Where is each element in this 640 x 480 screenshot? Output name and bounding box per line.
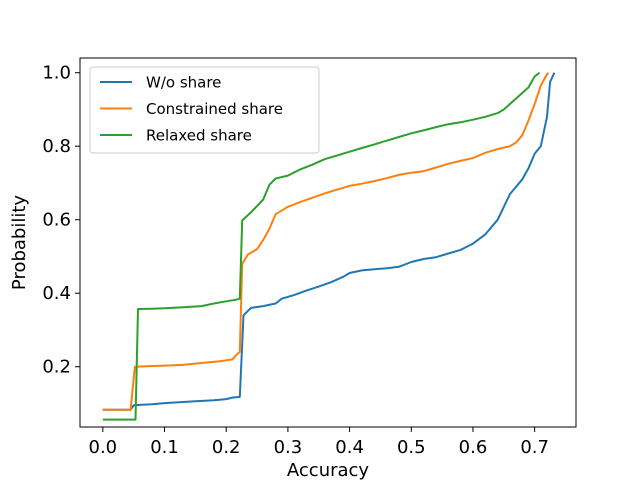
x-tick-label: 0.5 [397, 437, 426, 458]
legend-box [89, 66, 320, 154]
x-axis: 0.0 0.1 0.2 0.3 0.4 0.5 0.6 0.7 [89, 427, 549, 458]
plot-lines [102, 71, 556, 421]
y-tick-label: 0.4 [42, 283, 71, 304]
y-axis: 0.2 0.4 0.6 0.8 1.0 [42, 63, 80, 378]
legend-label-0: W/o share [146, 74, 221, 92]
x-tick-label: 0.7 [520, 437, 549, 458]
x-axis-label: Accuracy [287, 460, 370, 480]
series-line-1 [102, 72, 550, 411]
y-axis-label: Probability [9, 195, 30, 290]
legend-label-2: Relaxed share [146, 127, 252, 145]
x-tick-label: 0.3 [274, 437, 303, 458]
x-tick-label: 0.6 [459, 437, 488, 458]
x-tick-label: 0.4 [335, 437, 364, 458]
series-line-0 [102, 72, 556, 411]
y-tick-label: 0.6 [42, 210, 71, 231]
x-tick-label: 0.0 [89, 437, 118, 458]
series-line-2 [102, 71, 541, 421]
y-tick-label: 1.0 [42, 63, 71, 84]
legend-label-1: Constrained share [146, 100, 283, 118]
y-tick-label: 0.2 [42, 357, 71, 378]
legend: W/o share Constrained share Relaxed share [89, 66, 320, 154]
y-tick-label: 0.8 [42, 136, 71, 157]
plot-frame [79, 57, 577, 428]
x-tick-label: 0.1 [150, 437, 179, 458]
x-tick-label: 0.2 [212, 437, 241, 458]
